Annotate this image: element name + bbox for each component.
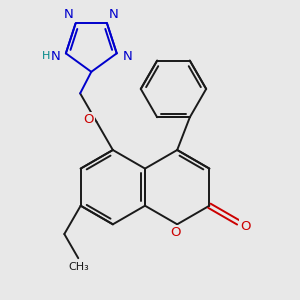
Text: H: H <box>41 51 50 61</box>
Text: O: O <box>240 220 251 233</box>
Text: N: N <box>122 50 132 63</box>
Text: CH₃: CH₃ <box>68 262 88 272</box>
Text: O: O <box>170 226 181 239</box>
Text: N: N <box>109 8 118 21</box>
Text: N: N <box>64 8 74 21</box>
Text: O: O <box>83 113 94 126</box>
Text: N: N <box>50 50 60 63</box>
